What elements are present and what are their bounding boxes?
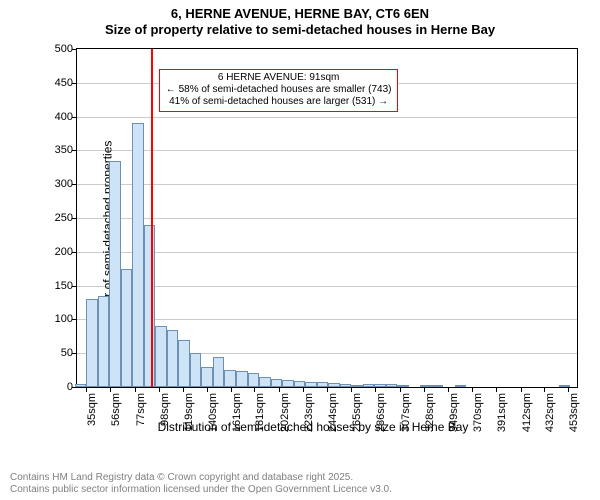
histogram-bar [98,296,110,387]
histogram-bar [420,385,432,387]
xtick-mark [375,387,376,392]
histogram-bar [386,384,398,387]
histogram-bar [328,383,340,387]
chart-title: 6, HERNE AVENUE, HERNE BAY, CT6 6EN Size… [0,0,600,39]
xtick-mark [183,387,184,392]
ytick-label: 450 [55,77,73,89]
xtick-mark [159,387,160,392]
xtick-mark [472,387,473,392]
histogram-bar [374,384,386,387]
xtick-mark [86,387,87,392]
ytick-label: 200 [55,246,73,258]
annotation-line1: 6 HERNE AVENUE: 91sqm [166,72,392,84]
xtick-mark [303,387,304,392]
xtick-mark [351,387,352,392]
property-marker-line [151,49,153,387]
ytick-label: 250 [55,212,73,224]
histogram-bar [317,382,329,387]
xtick-mark [207,387,208,392]
histogram-bar [236,371,248,387]
histogram-bar [178,340,190,387]
plot-area: 05010015020025030035040045050035sqm56sqm… [76,48,578,388]
histogram-bar [282,380,294,387]
xtick-mark [521,387,522,392]
histogram-bar [75,384,87,387]
histogram-bar [248,373,260,387]
xtick-mark [544,387,545,392]
histogram-bar [121,269,133,387]
annotation-line2: ← 58% of semi-detached houses are smalle… [166,84,392,96]
xtick-mark [135,387,136,392]
footer-line1: Contains HM Land Registry data © Crown c… [10,472,392,484]
ytick-label: 300 [55,178,73,190]
ytick-label: 100 [55,313,73,325]
title-line2: Size of property relative to semi-detach… [0,22,600,38]
histogram-bar [363,384,375,387]
xtick-mark [110,387,111,392]
ytick-label: 500 [55,43,73,55]
histogram-bar [259,377,271,387]
ytick-label: 0 [67,381,73,393]
histogram-bar [271,379,283,387]
xtick-mark [568,387,569,392]
histogram-bar [109,161,121,387]
xtick-mark [424,387,425,392]
histogram-bar [224,370,236,387]
histogram-bar [167,330,179,387]
histogram-bar [559,385,571,387]
annotation-line3: 41% of semi-detached houses are larger (… [166,96,392,108]
histogram-bar [213,357,225,387]
histogram-bar [155,326,167,387]
title-line1: 6, HERNE AVENUE, HERNE BAY, CT6 6EN [0,6,600,22]
histogram-bar [305,382,317,387]
histogram-bar [190,353,202,387]
histogram-bar [397,385,409,387]
histogram-bar [351,385,363,387]
ytick-label: 400 [55,111,73,123]
histogram-bar [144,225,156,387]
footer-line2: Contains public sector information licen… [10,484,392,496]
annotation-box: 6 HERNE AVENUE: 91sqm← 58% of semi-detac… [159,69,399,112]
ytick-label: 150 [55,280,73,292]
histogram-bar [132,123,144,387]
xtick-mark [400,387,401,392]
chart-container: 05010015020025030035040045050035sqm56sqm… [48,48,578,428]
ytick-label: 350 [55,144,73,156]
xtick-mark [279,387,280,392]
xtick-mark [327,387,328,392]
xtick-mark [496,387,497,392]
histogram-bar [455,385,467,387]
histogram-bar [340,384,352,387]
xtick-mark [254,387,255,392]
xtick-mark [448,387,449,392]
x-axis-label: Distribution of semi-detached houses by … [48,420,578,434]
footer-attribution: Contains HM Land Registry data © Crown c… [10,472,392,496]
histogram-bar [86,299,98,387]
xtick-mark [231,387,232,392]
histogram-bar [432,385,444,387]
ytick-label: 50 [61,347,73,359]
histogram-bar [201,367,213,387]
histogram-bar [294,381,306,387]
